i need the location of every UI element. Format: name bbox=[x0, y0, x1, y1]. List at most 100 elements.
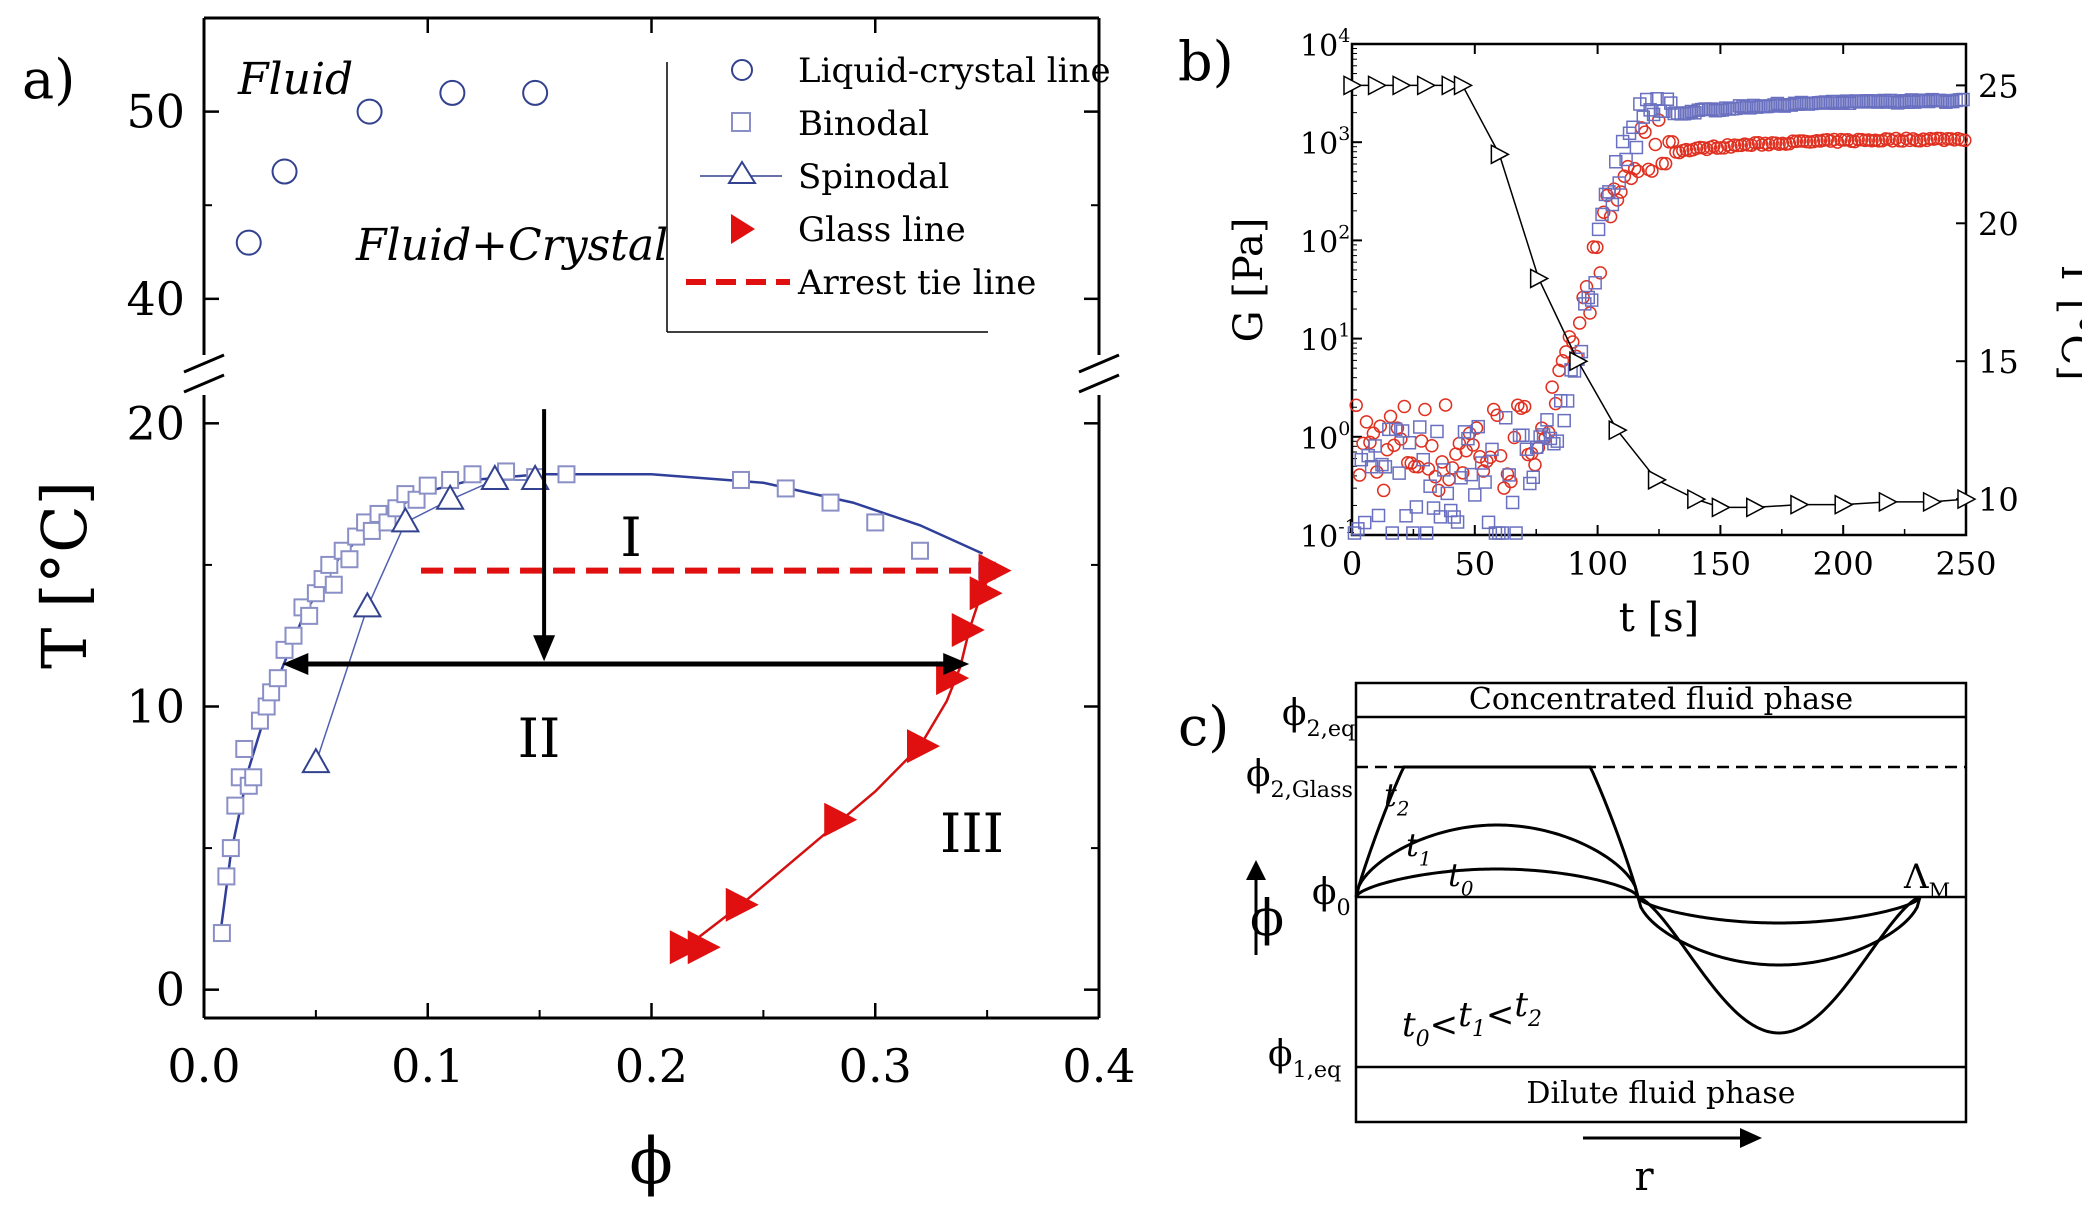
region-II: II bbox=[518, 707, 561, 770]
storage-modulus-point bbox=[1739, 100, 1754, 114]
liquid-crystal-point bbox=[356, 98, 383, 125]
y-tick-label: 10 bbox=[126, 680, 185, 734]
loss-modulus-point bbox=[1593, 266, 1608, 280]
storage-modulus-point bbox=[1945, 94, 1960, 109]
panel-b-plot bbox=[1343, 75, 1977, 540]
glass-point bbox=[978, 553, 1012, 588]
storage-modulus-point bbox=[1402, 435, 1417, 450]
loss-modulus-point bbox=[1940, 132, 1955, 146]
storage-modulus-point bbox=[1371, 508, 1386, 523]
storage-modulus-point bbox=[1595, 207, 1609, 222]
lambda-m-label: ΛM bbox=[1903, 857, 1950, 903]
storage-modulus-point bbox=[1495, 526, 1510, 540]
loss-modulus-point bbox=[1827, 132, 1841, 147]
storage-modulus-point bbox=[1612, 176, 1626, 190]
storage-modulus-point bbox=[1636, 110, 1651, 124]
storage-modulus-point bbox=[1509, 526, 1523, 540]
spinodal-point bbox=[301, 747, 331, 774]
binodal-point bbox=[284, 626, 303, 645]
storage-modulus-point bbox=[1461, 431, 1475, 446]
storage-modulus-point bbox=[1660, 92, 1675, 107]
loss-modulus-point bbox=[1851, 132, 1865, 147]
panel-a-legend: Liquid-crystal line Binodal Spinodal Gla… bbox=[666, 51, 1111, 333]
binodal-point bbox=[340, 550, 359, 569]
b-x-tick-label: 50 bbox=[1454, 545, 1495, 583]
temperature-point bbox=[1453, 75, 1474, 96]
y-tick-label-upper: 50 bbox=[126, 85, 185, 139]
loss-modulus-point bbox=[1383, 409, 1398, 424]
panel-a-label: a) bbox=[22, 48, 75, 111]
loss-modulus-point bbox=[1555, 353, 1570, 368]
loss-modulus-point bbox=[1744, 138, 1759, 152]
storage-modulus-point bbox=[1560, 394, 1575, 408]
loss-modulus-point bbox=[1590, 240, 1604, 255]
glass-fit-line bbox=[677, 570, 993, 954]
loss-modulus-point bbox=[1631, 164, 1645, 179]
storage-modulus-point bbox=[1361, 448, 1375, 463]
storage-modulus-point bbox=[1368, 439, 1382, 453]
inequality-label: t0<t1<t2 bbox=[1402, 985, 1542, 1052]
storage-modulus-point bbox=[1516, 428, 1530, 442]
panel-b: b) 0 50 100 150 200 25010-1100101102103104101… bbox=[1178, 25, 2082, 641]
temperature-point bbox=[1490, 144, 1510, 165]
binodal-point bbox=[324, 575, 343, 594]
y-tick-label-upper: 40 bbox=[126, 272, 185, 326]
temperature-point bbox=[1441, 75, 1461, 96]
storage-modulus-point bbox=[1502, 468, 1516, 482]
spinodal-point bbox=[435, 483, 465, 510]
b-y-tick-label: 101 bbox=[1300, 320, 1350, 359]
storage-modulus-point bbox=[1646, 107, 1661, 122]
phi-2eq-label: ϕ2,eq bbox=[1282, 693, 1355, 742]
panel-b-ylabel-left: G [Pa] bbox=[1226, 218, 1272, 343]
loss-modulus-point bbox=[1885, 134, 1900, 148]
dilute-phase-label: Dilute fluid phase bbox=[1526, 1076, 1795, 1111]
loss-modulus-point bbox=[1456, 466, 1470, 480]
phi-1eq-label: ϕ1,eq bbox=[1268, 1034, 1341, 1083]
tie-arrow-head-left bbox=[282, 653, 309, 676]
storage-modulus-point bbox=[1529, 440, 1544, 454]
storage-modulus-point bbox=[1481, 515, 1496, 530]
storage-modulus-point bbox=[1395, 424, 1410, 438]
liquid-crystal-point bbox=[235, 229, 262, 256]
panel-b-xlabel: t [s] bbox=[1619, 595, 1700, 641]
storage-modulus-point bbox=[1358, 515, 1372, 530]
binodal-point bbox=[235, 739, 254, 758]
b-x-tick-label: 250 bbox=[1935, 545, 1996, 583]
storage-modulus-point bbox=[1822, 96, 1836, 110]
glass-point bbox=[687, 930, 721, 965]
glass-point bbox=[824, 802, 858, 837]
loss-modulus-point bbox=[1425, 439, 1439, 453]
loss-modulus-point bbox=[1373, 419, 1387, 433]
storage-modulus-point bbox=[1478, 475, 1492, 489]
loss-modulus-point bbox=[1751, 136, 1766, 150]
storage-modulus-point bbox=[1406, 526, 1420, 540]
b-x-tick-label: 0 bbox=[1342, 545, 1362, 583]
legend-marker-glass bbox=[731, 214, 755, 244]
storage-modulus-point bbox=[1715, 103, 1730, 117]
binodal-point bbox=[911, 541, 929, 560]
storage-modulus-point bbox=[1787, 96, 1802, 111]
storage-modulus-point bbox=[1873, 94, 1888, 109]
storage-modulus-point bbox=[1643, 103, 1657, 117]
storage-modulus-point bbox=[1416, 452, 1430, 467]
loss-modulus-point bbox=[1889, 131, 1903, 146]
storage-modulus-point bbox=[1798, 96, 1812, 111]
storage-modulus-point bbox=[1784, 98, 1798, 112]
storage-modulus-point bbox=[1426, 501, 1441, 515]
temperature-point bbox=[1608, 419, 1628, 441]
loss-modulus-point bbox=[1617, 169, 1632, 183]
loss-modulus-point bbox=[1627, 161, 1642, 176]
storage-modulus-point bbox=[1605, 197, 1620, 212]
binodal-point bbox=[362, 521, 381, 540]
storage-modulus-point bbox=[1908, 95, 1922, 109]
storage-modulus-point bbox=[1474, 456, 1489, 470]
binodal-point bbox=[821, 493, 840, 512]
storage-modulus-point bbox=[1825, 94, 1840, 109]
binodal-point bbox=[866, 513, 885, 532]
liquid-crystal-point bbox=[271, 158, 298, 185]
loss-modulus-point bbox=[1528, 458, 1542, 472]
panel-c-label: c) bbox=[1178, 695, 1229, 758]
storage-modulus-point bbox=[1935, 93, 1950, 108]
x-tick-label: 0.1 bbox=[391, 1039, 464, 1093]
loss-modulus-point bbox=[1352, 468, 1367, 482]
